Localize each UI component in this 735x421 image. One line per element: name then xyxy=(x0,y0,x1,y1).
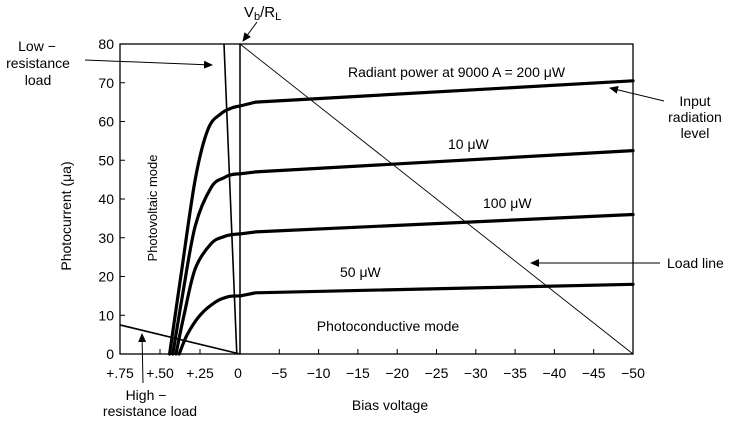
low-resistance-arrow xyxy=(84,59,213,69)
low-resistance-label-line3: load xyxy=(25,72,51,88)
y-tick-label: 20 xyxy=(98,269,114,285)
x-tick-label-left: +.25 xyxy=(186,365,214,381)
x-tick-label-right: −20 xyxy=(385,365,409,381)
y-tick-label: 50 xyxy=(98,152,114,168)
input-radiation-label-line3: level xyxy=(681,125,710,141)
x-tick-label-right: −15 xyxy=(346,365,370,381)
y-tick-label: 30 xyxy=(98,230,114,246)
curve-label-50uw: 50 μW xyxy=(340,264,382,280)
x-tick-label-right: −40 xyxy=(543,365,567,381)
x-tick-label-left: +.50 xyxy=(146,365,174,381)
x-tick-label-left: +.75 xyxy=(106,365,134,381)
y-tick-label: 80 xyxy=(98,36,114,52)
curve-label-100uw: 100 μW xyxy=(483,195,532,211)
load-lines xyxy=(119,43,634,355)
y-tick-label: 0 xyxy=(106,346,114,362)
x-axis-label: Bias voltage xyxy=(352,397,428,413)
y-tick-labels: 0 10 20 30 40 50 60 70 80 xyxy=(98,36,114,362)
curve-3-photovoltaic xyxy=(177,294,242,356)
x-tick-label-right: −5 xyxy=(271,365,287,381)
curve-0-photoconductive xyxy=(238,79,635,108)
load-line-line xyxy=(239,43,634,355)
high-resistance-arrow xyxy=(138,333,147,384)
x-tick-label-right: −30 xyxy=(464,365,488,381)
photoconductive-mode-label: Photoconductive mode xyxy=(317,318,460,334)
input-radiation-arrow xyxy=(609,85,665,102)
x-tick-label-right: −25 xyxy=(425,365,449,381)
input-radiation-label-line1: Input xyxy=(679,93,710,109)
x-tick-label-right: −10 xyxy=(307,365,331,381)
x-tick-label-left: 0 xyxy=(234,365,242,381)
curve-3-photoconductive xyxy=(238,282,635,298)
axis-ticks xyxy=(120,43,595,355)
x-tick-labels: +.75 +.50 +.25 0 −5 −10 −15 −20 −25 −30 −35 −40 −45−… xyxy=(106,365,645,381)
y-tick-label: 10 xyxy=(98,307,114,323)
input-radiation-label-line2: radiation xyxy=(668,109,722,125)
curve-label-10uw: 10 μW xyxy=(448,136,490,152)
y-tick-label: 70 xyxy=(98,75,114,91)
low-resistance-label-line1: Low − xyxy=(18,38,56,54)
photocurrent-curves xyxy=(168,79,635,356)
x-tick-label-right: −45 xyxy=(582,365,606,381)
curve-1-photoconductive xyxy=(238,149,635,176)
high-resistance-label-line1: High − xyxy=(126,387,167,403)
load-line-label: Load line xyxy=(667,255,724,271)
y-tick-label: 40 xyxy=(98,191,114,207)
vb-rl-label: Vb/RL xyxy=(244,4,281,23)
curve-2-photovoltaic xyxy=(174,232,242,356)
curve-1-photovoltaic xyxy=(171,172,242,356)
y-axis-label: Photocurrent (μa) xyxy=(58,161,74,270)
low-resistance-line xyxy=(223,43,238,355)
x-tick-label-right: −50 xyxy=(621,365,645,381)
photovoltaic-mode-label: Photovoltaic mode xyxy=(145,155,160,262)
curve-label-200uw: Radiant power at 9000 A = 200 μW xyxy=(348,64,566,80)
x-tick-label-right: −35 xyxy=(503,365,527,381)
vb-rl-arrow xyxy=(242,21,258,42)
curve-2-photoconductive xyxy=(238,212,635,236)
low-resistance-label-line2: resistance xyxy=(6,55,70,71)
y-tick-label: 60 xyxy=(98,114,114,130)
high-resistance-label-line2: resistance load xyxy=(103,403,197,419)
curve-0-photovoltaic xyxy=(168,104,242,356)
